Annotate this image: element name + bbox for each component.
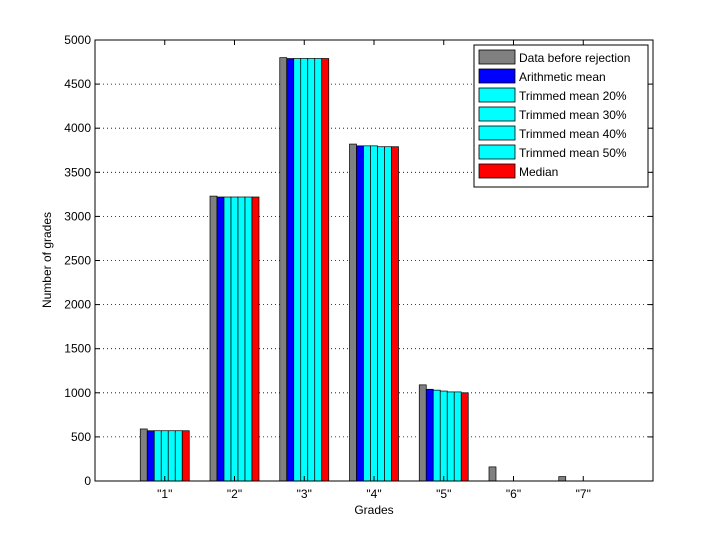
x-tick-label: "3" [297, 487, 312, 501]
x-tick-label: "1" [157, 487, 172, 501]
bar [460, 392, 469, 482]
legend-label: Arithmetic mean [519, 70, 606, 84]
legend-swatch [478, 144, 516, 160]
legend-item: Trimmed mean 40% [478, 125, 627, 141]
bar [418, 384, 427, 482]
legend-swatch [478, 49, 516, 65]
bar [558, 476, 567, 482]
legend-swatch [478, 125, 516, 141]
legend-swatch [478, 163, 516, 179]
bar [349, 143, 357, 482]
bar [160, 430, 169, 482]
bar [244, 196, 253, 482]
bar [391, 146, 399, 482]
bar [432, 389, 441, 482]
bar [251, 196, 260, 482]
legend-item: Trimmed mean 20% [478, 87, 627, 103]
bar [488, 466, 497, 482]
legend-label: Trimmed mean 30% [519, 108, 627, 122]
bar [146, 430, 155, 482]
bar [293, 58, 302, 482]
y-tick-label: 4000 [64, 121, 91, 135]
bar [174, 430, 183, 482]
bar [384, 146, 392, 482]
legend-label: Data before rejection [519, 51, 630, 65]
axes: 0 500 1000 1500 2000 2500 3000 3500 4000 4500 5000… [64, 33, 653, 501]
y-tick-label: 0 [84, 474, 91, 488]
x-tick-label: "2" [227, 487, 242, 501]
bar [314, 58, 323, 482]
x-tick-label: "6" [506, 487, 521, 501]
y-tick-label: 2000 [64, 298, 91, 312]
legend-item: Arithmetic mean [478, 68, 606, 84]
legend-item: Median [478, 163, 558, 179]
bar [216, 196, 225, 482]
bar [321, 58, 330, 482]
bar [139, 428, 148, 482]
bars [139, 57, 567, 482]
y-tick-label: 1000 [64, 386, 91, 400]
bar-group [209, 195, 260, 482]
bar-group [279, 57, 330, 482]
legend-swatch [478, 87, 516, 103]
bar [237, 196, 246, 482]
bar [230, 196, 239, 482]
legend: Data before rejection Arithmetic mean Trim… [473, 44, 649, 188]
bar [425, 388, 434, 482]
legend-item: Trimmed mean 50% [478, 144, 627, 160]
y-axis-label: Number of grades [40, 212, 54, 308]
bar [446, 391, 455, 482]
legend-label: Median [519, 165, 558, 179]
legend-label: Trimmed mean 40% [519, 127, 627, 141]
bar [356, 145, 364, 482]
bar [153, 430, 162, 482]
x-tick-label: "7" [576, 487, 591, 501]
y-tick-label: 3000 [64, 209, 91, 223]
bar [209, 195, 218, 482]
bar [181, 430, 190, 482]
legend-item: Data before rejection [478, 49, 630, 65]
legend-item: Trimmed mean 30% [478, 106, 627, 122]
legend-swatch [478, 106, 516, 122]
y-tick-label: 4500 [64, 77, 91, 91]
bar [363, 145, 371, 482]
bar-group [488, 466, 497, 482]
legend-label: Trimmed mean 50% [519, 146, 627, 160]
bar [453, 391, 462, 482]
y-tick-label: 3500 [64, 165, 91, 179]
bar [370, 145, 378, 482]
x-tick-label: "4" [366, 487, 381, 501]
bar-group [349, 143, 399, 482]
bar [223, 196, 232, 482]
legend-label: Trimmed mean 20% [519, 89, 627, 103]
x-axis-label: Grades [354, 503, 393, 517]
bar-group [558, 476, 567, 482]
legend-swatch [478, 68, 516, 84]
y-tick-label: 2500 [64, 254, 91, 268]
bar [167, 430, 176, 482]
bar [300, 58, 309, 482]
x-tick-label: "5" [436, 487, 451, 501]
bar [439, 390, 448, 482]
bar-group [139, 428, 190, 482]
bar [307, 58, 316, 482]
y-tick-label: 500 [71, 430, 91, 444]
y-tick-label: 5000 [64, 33, 91, 47]
bar [279, 57, 288, 482]
bar [286, 58, 295, 482]
bar [377, 146, 385, 482]
bar-group [418, 384, 469, 482]
y-tick-label: 1500 [64, 342, 91, 356]
